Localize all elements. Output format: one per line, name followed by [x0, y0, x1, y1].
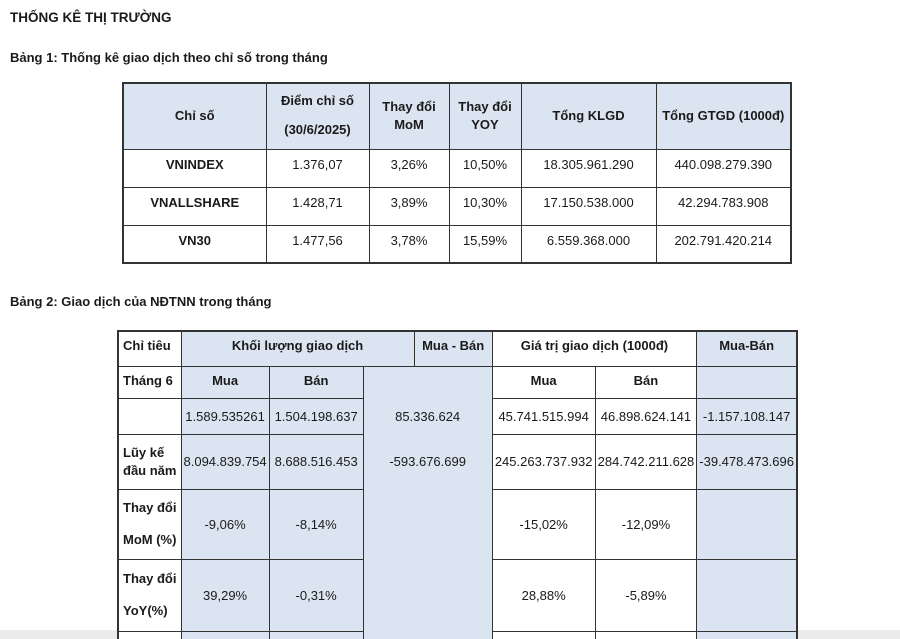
table-cell: [362, 366, 493, 398]
column-header: Điểm chỉ số (30/6/2025): [265, 82, 370, 150]
table-cell: 202.791.420.214: [655, 224, 792, 264]
table-cell: [362, 559, 493, 631]
column-header: Khối lượng giao dịch: [180, 330, 415, 367]
table-cell: -593.676.699: [362, 434, 493, 489]
table-cell: [696, 365, 798, 399]
row-label: Thay đổi YoY(%): [117, 558, 182, 632]
table-cell: -39.478.473.696: [696, 433, 798, 490]
row-label: Lũy kế đầu năm: [117, 433, 182, 490]
table-cell: -12,09%: [594, 488, 698, 560]
table-row: VNALLSHARE 1.428,71 3,89% 10,30% 17.150.…: [122, 186, 792, 226]
table-row: VNINDEX 1.376,07 3,26% 10,50% 18.305.961…: [122, 148, 792, 188]
column-header: Thay đổi MoM: [368, 82, 450, 150]
table-cell: 39,29%: [180, 558, 270, 632]
column-header: Chỉ số: [122, 82, 267, 150]
table2-caption: Bảng 2: Giao dịch của NĐTNN trong tháng: [10, 294, 272, 309]
table-cell: 85.336.624: [362, 398, 493, 434]
table-header-row: Chỉ tiêu Khối lượng giao dịch Mua - Bán …: [117, 330, 798, 367]
table-cell: 1.477,56: [265, 224, 370, 264]
table-cell: 245.263.737.932: [491, 433, 596, 490]
column-header: Bán: [268, 365, 364, 399]
table-cell: 46.898.624.141: [594, 397, 698, 435]
table-cell: [362, 631, 493, 639]
table-cell: -0,31%: [268, 558, 364, 632]
table-cell: [594, 630, 698, 639]
table-cell: 1.589.535261: [180, 397, 270, 435]
table1-index-statistics: Chỉ số Điểm chỉ số (30/6/2025) Thay đổi …: [122, 82, 792, 264]
table-cell: -9,06%: [180, 488, 270, 560]
table-cell: 42.294.783.908: [655, 186, 792, 226]
table-row: 1.589.535261 1.504.198.637 85.336.624 45…: [117, 397, 798, 435]
table-header-row: Tháng 6 Mua Bán Mua Bán: [117, 365, 798, 399]
page-title: THỐNG KÊ THỊ TRƯỜNG: [10, 10, 172, 25]
table-cell: 8.094.839.754: [180, 433, 270, 490]
table-cell: 440.098.279.390: [655, 148, 792, 188]
row-label: Thay đổi MoM (%): [117, 488, 182, 560]
table-cell: [117, 630, 182, 639]
table-cell: [696, 630, 798, 639]
row-label: VNALLSHARE: [122, 186, 267, 226]
table-row: Lũy kế đầu năm 8.094.839.754 8.688.516.4…: [117, 433, 798, 490]
column-header: Thay đổi YOY: [448, 82, 522, 150]
column-header: Mua - Bán: [413, 330, 493, 367]
row-label: VNINDEX: [122, 148, 267, 188]
table-cell: [180, 630, 270, 639]
column-header: Mua: [491, 365, 596, 399]
column-header: Bán: [594, 365, 698, 399]
table1-caption: Bảng 1: Thống kê giao dịch theo chỉ số t…: [10, 50, 328, 65]
row-label: [117, 397, 182, 435]
column-header: Mua: [180, 365, 270, 399]
table-cell: 8.688.516.453: [268, 433, 364, 490]
table-cell: 15,59%: [448, 224, 522, 264]
column-header: Tổng KLGD: [520, 82, 657, 150]
table-cell: 284.742.211.628: [594, 433, 698, 490]
table2-foreign-investor-trading: Chỉ tiêu Khối lượng giao dịch Mua - Bán …: [117, 330, 798, 639]
table-cell: [268, 630, 364, 639]
row-label: VN30: [122, 224, 267, 264]
column-header: Mua-Bán: [696, 330, 798, 367]
column-header: Chỉ tiêu: [117, 330, 182, 367]
table-cell: 1.376,07: [265, 148, 370, 188]
table-cell: 6.559.368.000: [520, 224, 657, 264]
table-cell: 45.741.515.994: [491, 397, 596, 435]
table-cell: 3,26%: [368, 148, 450, 188]
table-cell: 10,50%: [448, 148, 522, 188]
table-cell: 17.150.538.000: [520, 186, 657, 226]
table-cell: [362, 489, 493, 559]
table-row: Thay đổi MoM (%) -9,06% -8,14% -15,02% -…: [117, 488, 798, 560]
table-row-cutoff: [117, 630, 798, 639]
table-cell: 18.305.961.290: [520, 148, 657, 188]
table-cell: 1.428,71: [265, 186, 370, 226]
table-row: VN30 1.477,56 3,78% 15,59% 6.559.368.000…: [122, 224, 792, 264]
table-cell: 1.504.198.637: [268, 397, 364, 435]
table-cell: 3,78%: [368, 224, 450, 264]
table-cell: 3,89%: [368, 186, 450, 226]
column-header: Giá trị giao dịch (1000đ): [491, 330, 698, 367]
table-cell: -15,02%: [491, 488, 596, 560]
table-cell: [491, 630, 596, 639]
column-header: Tháng 6: [117, 365, 182, 399]
table-row: Thay đổi YoY(%) 39,29% -0,31% 28,88% -5,…: [117, 558, 798, 632]
table-cell: [696, 558, 798, 632]
table-cell: [696, 488, 798, 560]
column-header: Tổng GTGD (1000đ): [655, 82, 792, 150]
table-cell: 28,88%: [491, 558, 596, 632]
table-cell: -5,89%: [594, 558, 698, 632]
table-cell: -1.157.108.147: [696, 397, 798, 435]
table-cell: 10,30%: [448, 186, 522, 226]
table-cell: -8,14%: [268, 488, 364, 560]
